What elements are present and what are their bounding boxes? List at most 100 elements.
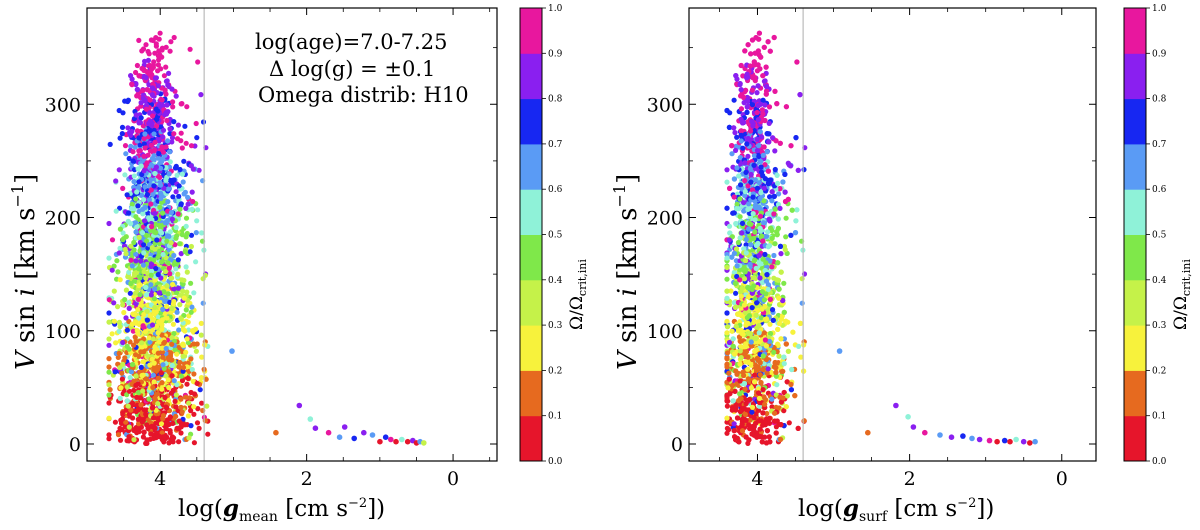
- scatter-point: [773, 430, 779, 436]
- scatter-point: [746, 422, 752, 428]
- scatter-point: [166, 384, 172, 391]
- scatter-point: [188, 389, 194, 396]
- scatter-point: [742, 386, 748, 392]
- scatter-point: [179, 277, 185, 283]
- scatter-point: [129, 201, 135, 207]
- scatter-point: [173, 224, 179, 231]
- scatter-point: [117, 425, 123, 431]
- scatter-point: [769, 227, 775, 234]
- scatter-point: [155, 62, 161, 68]
- scatter-point: [117, 277, 123, 283]
- x-tick-label: 0: [447, 468, 459, 490]
- scatter-point: [148, 142, 155, 148]
- scatter-point: [172, 165, 179, 171]
- scatter-point: [118, 385, 124, 391]
- scatter-point: [197, 387, 203, 393]
- scatter-point: [165, 208, 171, 214]
- scatter-point: [133, 373, 139, 379]
- scatter-point: [130, 415, 136, 421]
- scatter-point: [171, 34, 177, 41]
- scatter-point: [120, 361, 126, 367]
- scatter-point: [106, 310, 112, 316]
- scatter-point: [150, 372, 156, 378]
- scatter-point: [132, 334, 138, 340]
- scatter-point: [733, 290, 739, 296]
- scatter-point: [106, 392, 112, 398]
- scatter-point: [117, 245, 123, 251]
- scatter-point: [160, 416, 166, 422]
- scatter-point: [760, 238, 766, 244]
- scatter-point: [106, 356, 112, 362]
- scatter-point: [772, 88, 778, 94]
- scatter-point: [164, 233, 171, 239]
- scatter-point: [178, 138, 184, 144]
- scatter-point: [176, 193, 182, 199]
- scatter-point: [149, 245, 155, 251]
- scatter-point: [117, 395, 123, 401]
- scatter-point: [148, 201, 154, 207]
- scatter-point: [198, 332, 204, 338]
- tail-point: [393, 438, 399, 445]
- scatter-point: [129, 82, 135, 88]
- scatter-point: [115, 304, 121, 310]
- scatter-point: [126, 388, 133, 394]
- scatter-point: [156, 290, 163, 296]
- scatter-point: [781, 309, 787, 315]
- scatter-point: [176, 183, 182, 189]
- scatter-point: [131, 311, 137, 318]
- scatter-point: [785, 348, 792, 354]
- scatter-point: [159, 47, 165, 53]
- scatter-point: [173, 290, 180, 296]
- scatter-point: [134, 224, 140, 230]
- scatter-point: [131, 173, 137, 179]
- scatter-point: [131, 427, 137, 433]
- scatter-point: [127, 375, 133, 381]
- colorbar-bin: [520, 98, 542, 145]
- scatter-point: [188, 243, 194, 250]
- scatter-point: [751, 318, 757, 324]
- scatter-point: [135, 307, 141, 313]
- scatter-point: [730, 398, 736, 404]
- scatter-point: [133, 352, 139, 358]
- scatter-point: [120, 185, 126, 191]
- scatter-point: [196, 425, 202, 431]
- scatter-point: [145, 425, 151, 432]
- scatter-point: [187, 395, 193, 401]
- scatter-point: [115, 354, 121, 360]
- scatter-point: [152, 221, 158, 227]
- scatter-point: [123, 315, 129, 321]
- scatter-point: [767, 321, 773, 327]
- scatter-point: [168, 39, 174, 45]
- scatter-point: [141, 168, 147, 174]
- scatter-point: [801, 167, 807, 173]
- scatter-point: [163, 177, 169, 183]
- scatter-point: [743, 341, 749, 347]
- scatter-point: [150, 191, 156, 197]
- scatter-point: [736, 173, 742, 179]
- colorbar-tick-label: 0.6: [548, 185, 563, 195]
- scatter-point: [148, 272, 154, 278]
- annotation-dlogg: Δ log(g) = ±0.1: [269, 57, 435, 81]
- scatter-point: [174, 425, 180, 431]
- scatter-point: [133, 81, 139, 87]
- scatter-point: [128, 369, 134, 375]
- scatter-point: [181, 191, 187, 197]
- scatter-point: [747, 417, 753, 423]
- scatter-point: [163, 373, 169, 379]
- scatter-point: [142, 329, 148, 335]
- scatter-point: [166, 70, 172, 76]
- scatter-point: [143, 75, 149, 81]
- scatter-point: [196, 167, 202, 173]
- scatter-point: [155, 155, 162, 161]
- scatter-point: [176, 327, 182, 333]
- scatter-point: [156, 57, 162, 63]
- scatter-point: [734, 263, 740, 269]
- scatter-point: [159, 430, 165, 436]
- scatter-point: [785, 196, 791, 202]
- scatter-point: [755, 62, 761, 68]
- scatter-point: [157, 339, 163, 345]
- scatter-point: [177, 302, 183, 308]
- scatter-point: [185, 413, 191, 419]
- tail-point: [369, 432, 376, 438]
- scatter-point: [113, 340, 119, 346]
